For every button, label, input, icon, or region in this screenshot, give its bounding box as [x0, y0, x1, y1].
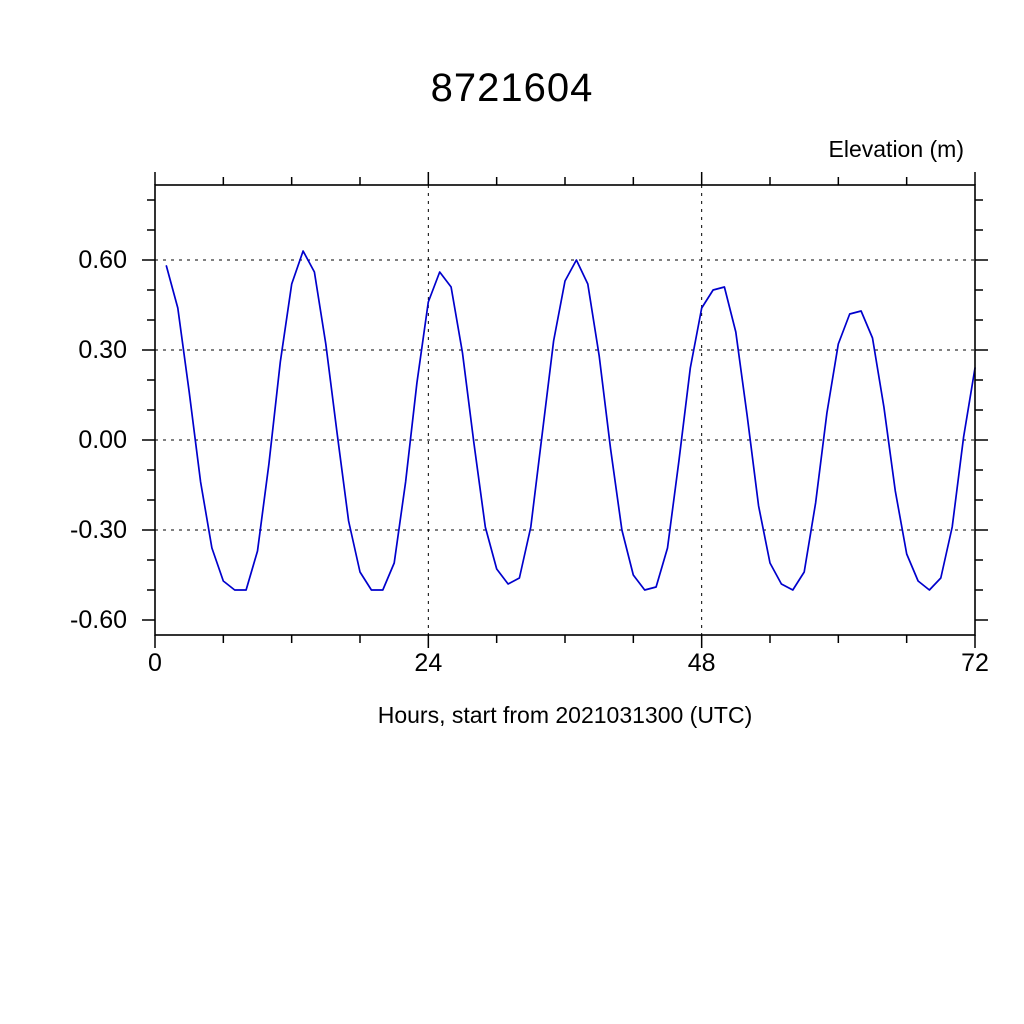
x-tick-label: 0 — [148, 649, 162, 677]
x-tick-label: 48 — [688, 649, 716, 677]
x-axis-label: Hours, start from 2021031300 (UTC) — [377, 702, 753, 728]
chart-title: 8721604 — [430, 66, 594, 110]
tide-elevation-line — [165, 250, 976, 591]
y-tick-label: 0.00 — [78, 426, 127, 454]
y-tick-label: 0.30 — [78, 336, 127, 364]
y-axis-label: Elevation (m) — [828, 136, 964, 162]
y-tick-label: 0.60 — [78, 246, 127, 274]
plot-area-box — [154, 184, 976, 636]
y-tick-label: -0.60 — [70, 606, 127, 634]
x-tick-label: 72 — [961, 649, 989, 677]
x-tick-label: 24 — [414, 649, 442, 677]
y-tick-label: -0.30 — [70, 516, 127, 544]
